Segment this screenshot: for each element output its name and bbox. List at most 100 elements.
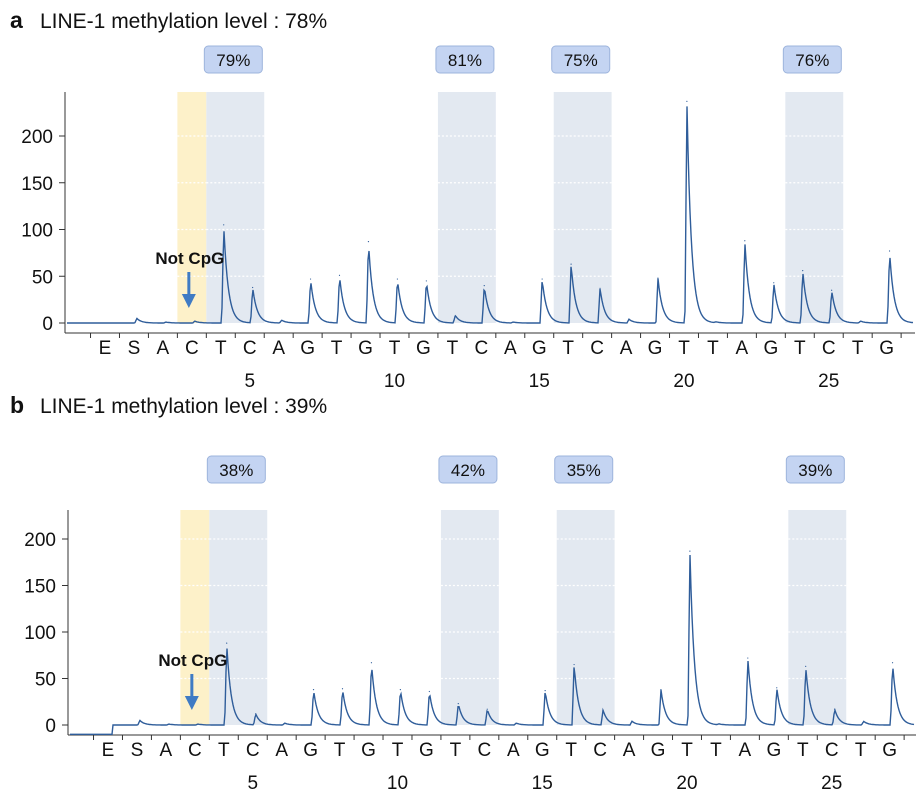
dispensation-letter: T (447, 338, 459, 359)
dispensation-letter: T (389, 338, 401, 359)
dispensation-letter: T (450, 740, 462, 761)
peak-point (888, 250, 891, 252)
peak-point (280, 319, 283, 321)
peak-point (715, 321, 717, 323)
dispensation-letter: A (736, 338, 749, 359)
cpg-region-band (440, 510, 499, 725)
peak-point (544, 689, 546, 692)
peak-point (776, 687, 778, 689)
peak-point (486, 708, 488, 710)
peak-point (628, 318, 630, 320)
peak-point (541, 278, 543, 280)
panel-title: LINE-1 methylation level : 39% (40, 395, 327, 418)
peak-point (399, 689, 401, 691)
cpg-region-band (556, 510, 615, 725)
panel-letter: a (10, 7, 23, 33)
y-tick-label: 200 (24, 530, 56, 551)
cpg-region-band (553, 92, 612, 323)
dispensation-letter: S (128, 338, 141, 359)
peak-point (862, 720, 865, 722)
methylation-badge (782, 45, 842, 74)
peak-point (512, 321, 514, 323)
methylation-badge (206, 455, 266, 484)
panel-letter: b (10, 392, 24, 418)
position-number: 20 (673, 371, 694, 392)
dispensation-letter: G (648, 338, 663, 359)
dispensation-letter: T (707, 338, 719, 359)
y-tick-label: 150 (21, 174, 53, 195)
dispensation-letter: A (160, 740, 173, 761)
peak-point (396, 278, 398, 280)
peak-point (573, 663, 575, 666)
dispensation-letter: G (763, 338, 778, 359)
methylation-percent-label: 81% (448, 51, 482, 70)
dispensation-letter: G (416, 338, 431, 359)
methylation-badge (435, 45, 495, 74)
methylation-percent-label: 79% (216, 51, 250, 70)
peak-point (428, 690, 430, 693)
peak-point (805, 665, 807, 668)
methylation-badge (203, 45, 263, 74)
pyrogram-trace (67, 106, 914, 324)
dispensation-letter: T (852, 338, 864, 359)
peak-point (602, 709, 604, 711)
position-number: 25 (818, 371, 839, 392)
methylation-percent-label: 42% (451, 461, 485, 480)
peak-point (483, 285, 485, 287)
dispensation-letter: A (507, 740, 520, 761)
y-tick-label: 50 (35, 670, 56, 691)
not-cpg-region-band (180, 510, 210, 725)
pyrogram-trace (70, 554, 915, 735)
dispensation-letter: C (246, 740, 260, 761)
peak-point (338, 274, 341, 276)
methylation-percent-label: 38% (219, 461, 253, 480)
dispensation-letter: A (623, 740, 636, 761)
dispensation-letter: T (215, 338, 227, 359)
y-tick-label: 200 (21, 127, 53, 148)
dispensation-letter: S (131, 740, 144, 761)
peak-point (747, 657, 749, 659)
peak-point (631, 720, 633, 722)
not-cpg-label: Not CpG (158, 651, 227, 670)
dispensation-letter: A (272, 338, 285, 359)
dispensation-letter: T (331, 338, 343, 359)
dispensation-letter: G (535, 740, 550, 761)
methylation-badge (785, 455, 845, 484)
peak-point (367, 241, 370, 243)
methylation-badge (551, 45, 611, 74)
dispensation-letter: A (739, 740, 752, 761)
cpg-region-band (206, 92, 265, 323)
dispensation-letter: G (766, 740, 781, 761)
dispensation-letter: T (681, 740, 693, 761)
dispensation-letter: A (275, 740, 288, 761)
peak-point (689, 550, 691, 552)
peak-point (223, 224, 225, 226)
dispensation-letter: G (300, 338, 315, 359)
peak-point (457, 703, 459, 705)
methylation-percent-label: 75% (564, 51, 598, 70)
not-cpg-region-band (177, 92, 207, 323)
y-tick-label: 150 (24, 577, 56, 598)
dispensation-letter: C (188, 740, 202, 761)
dispensation-letter: T (334, 740, 346, 761)
peak-point (168, 723, 170, 725)
dispensation-letter: T (562, 338, 574, 359)
not-cpg-label: Not CpG (155, 249, 224, 268)
dispensation-letter: T (855, 740, 867, 761)
peak-point (599, 287, 601, 290)
peak-point (773, 282, 775, 284)
dispensation-letter: A (157, 338, 170, 359)
cpg-region-band (788, 510, 847, 725)
methylation-percent-label: 39% (798, 461, 832, 480)
dispensation-letter: C (243, 338, 257, 359)
peak-point (226, 642, 228, 644)
position-number: 10 (387, 773, 408, 794)
dispensation-letter: G (358, 338, 373, 359)
y-tick-label: 100 (21, 221, 53, 242)
dispensation-letter: C (477, 740, 491, 761)
dispensation-letter: T (797, 740, 809, 761)
cpg-region-band (785, 92, 844, 323)
panel-title: LINE-1 methylation level : 78% (40, 10, 327, 33)
peak-point (136, 317, 138, 319)
methylation-percent-label: 35% (567, 461, 601, 480)
